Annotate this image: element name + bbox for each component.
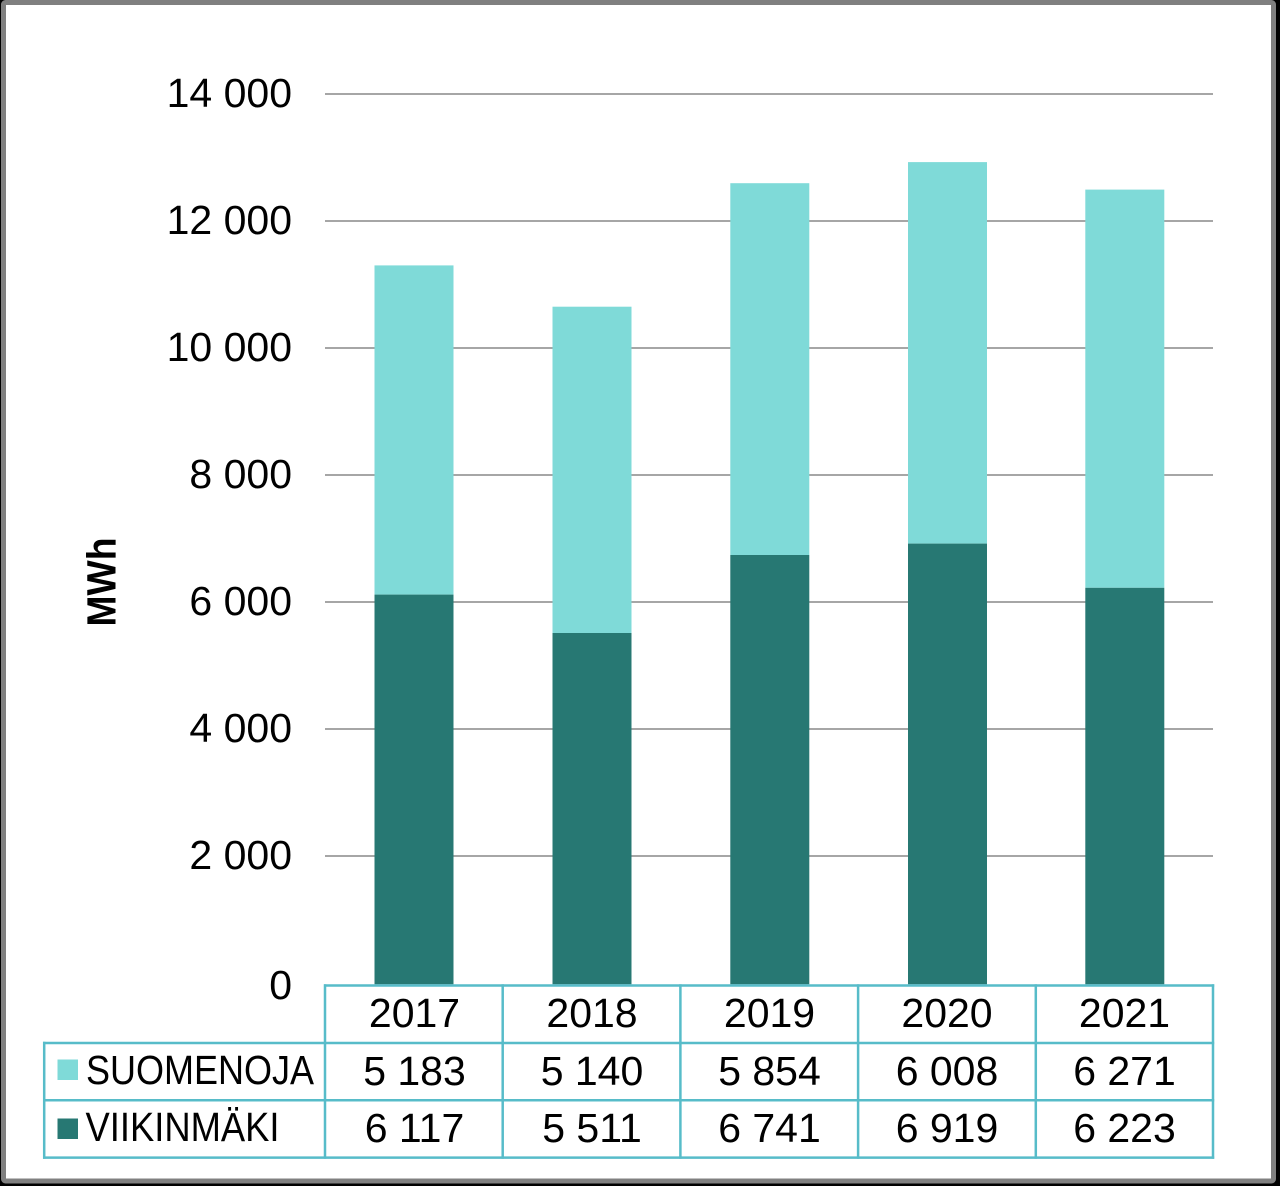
svg-text:8 000: 8 000 xyxy=(189,451,292,497)
svg-text:2 000: 2 000 xyxy=(189,832,292,878)
svg-text:2017: 2017 xyxy=(369,990,460,1036)
svg-text:2021: 2021 xyxy=(1079,990,1170,1036)
svg-text:5 511: 5 511 xyxy=(542,1105,642,1151)
svg-text:6 271: 6 271 xyxy=(1073,1048,1176,1094)
svg-text:6 741: 6 741 xyxy=(718,1105,821,1151)
svg-text:5 183: 5 183 xyxy=(363,1048,466,1094)
svg-text:0: 0 xyxy=(269,962,292,1008)
svg-text:12 000: 12 000 xyxy=(167,197,292,243)
svg-text:6 919: 6 919 xyxy=(896,1105,999,1151)
svg-text:MWh: MWh xyxy=(79,538,125,627)
svg-text:6 117: 6 117 xyxy=(365,1105,465,1151)
svg-text:2018: 2018 xyxy=(546,990,637,1036)
svg-text:6 008: 6 008 xyxy=(896,1048,999,1094)
svg-text:6 000: 6 000 xyxy=(189,578,292,624)
svg-text:5 854: 5 854 xyxy=(718,1048,821,1094)
svg-text:SUOMENOJA: SUOMENOJA xyxy=(86,1047,315,1093)
svg-text:4 000: 4 000 xyxy=(189,705,292,751)
svg-text:6 223: 6 223 xyxy=(1073,1105,1176,1151)
svg-text:10 000: 10 000 xyxy=(167,324,292,370)
svg-text:2019: 2019 xyxy=(724,990,815,1036)
svg-text:VIIKINMÄKI: VIIKINMÄKI xyxy=(86,1104,280,1150)
svg-text:2020: 2020 xyxy=(901,990,992,1036)
svg-text:14 000: 14 000 xyxy=(167,70,292,116)
svg-text:5 140: 5 140 xyxy=(541,1048,644,1094)
